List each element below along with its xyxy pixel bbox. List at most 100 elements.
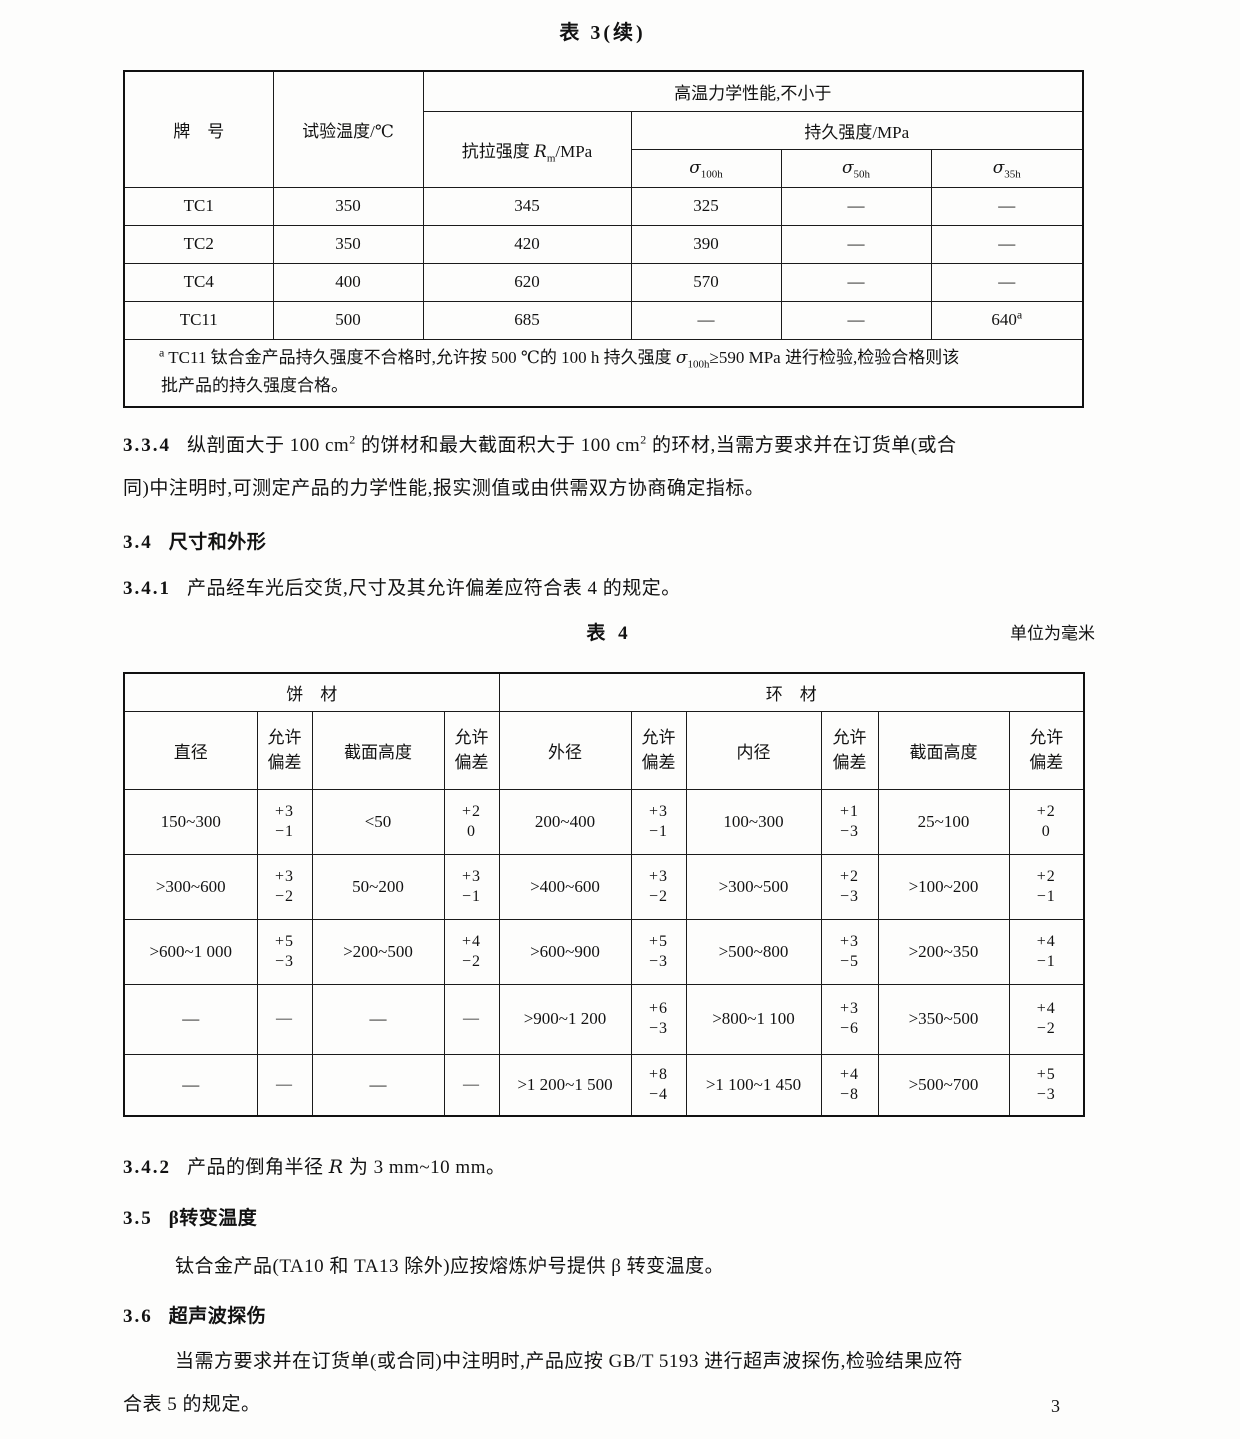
clause-number: 3.5	[123, 1208, 153, 1229]
table4-header-row: 直径 允许 偏差 截面高度 允许 偏差 外径 允许 偏差 内径 允许 偏差 截面…	[123, 710, 1085, 790]
section-3-4-1: 3.4.1 产品经车光后交货,尺寸及其允许偏差应符合表 4 的规定。	[123, 567, 1088, 610]
cell-tolerance: +2 −3	[820, 853, 879, 920]
t4-header-tolerance: 允许 偏差	[256, 710, 313, 790]
t3-header-tensile: 抗拉强度 Rm/MPa	[422, 110, 632, 188]
paragraph-line: 3.3.4 纵剖面大于 100 cm2 的饼材和最大截面积大于 100 cm2 的…	[123, 424, 1088, 467]
table4-group-header-row: 饼 材 环 材	[123, 672, 1085, 712]
cell-range: >500~800	[685, 918, 822, 985]
t3-header-sigma35h: σ35h	[930, 148, 1084, 188]
section-3-4-2: 3.4.2 产品的倒角半径 R 为 3 mm~10 mm。	[123, 1146, 1088, 1189]
cell-range: —	[311, 983, 445, 1055]
table4: 饼 材 环 材 直径 允许 偏差 截面高度 允许 偏差 外径 允许 偏差 内径 …	[123, 672, 1086, 1117]
cell-s50: —	[780, 300, 932, 340]
cell-tolerance: —	[443, 983, 500, 1055]
paragraph-line: 当需方要求并在订货单(或合同)中注明时,产品应按 GB/T 5193 进行超声波…	[175, 1351, 963, 1372]
t4-group-cake: 饼 材	[123, 672, 500, 712]
cell-grade: TC11	[123, 300, 274, 340]
cell-range: >1 200~1 500	[498, 1053, 632, 1117]
cell-tolerance: —	[443, 1053, 500, 1117]
section-3-5-body: 钛合金产品(TA10 和 TA13 除外)应按熔炼炉号提供 β 转变温度。	[175, 1256, 725, 1277]
cell-tolerance: +3 −1	[443, 853, 500, 920]
table4-row: >600~1 000 +5 −3 >200~500 +4 −2 >600~900…	[123, 918, 1085, 985]
sigma-sub: 100h	[687, 357, 710, 370]
t3-header-temp: 试验温度/℃	[272, 70, 424, 188]
cell-tolerance: +3 −2	[256, 853, 313, 920]
clause-number: 3.4.1	[123, 578, 171, 599]
table3-row: TC2 350 420 390 — —	[123, 224, 1084, 264]
cell-rm: 420	[422, 224, 632, 264]
t4-header-diameter: 直径	[123, 710, 258, 790]
cell-rm: 620	[422, 262, 632, 302]
cell-tolerance: +3 −1	[256, 788, 313, 855]
cell-range: 150~300	[123, 788, 258, 855]
footnote-text: TC11 钛合金产品持久强度不合格时,允许按 500 ℃的 100 h 持久强度	[164, 347, 676, 367]
t3-header-sigma100h: σ100h	[630, 148, 782, 188]
heading-text: 超声波探伤	[168, 1306, 267, 1327]
cell-tolerance: +5 −3	[630, 918, 687, 985]
cell-range: >200~350	[877, 918, 1010, 985]
cell-tolerance: +3 −5	[820, 918, 879, 985]
table3-footnote: a TC11 钛合金产品持久强度不合格时,允许按 500 ℃的 100 h 持久…	[123, 338, 1084, 407]
cell-range: >400~600	[498, 853, 632, 920]
paragraph-text: 产品经车光后交货,尺寸及其允许偏差应符合表 4 的规定。	[187, 578, 681, 599]
clause-number: 3.6	[123, 1306, 153, 1327]
footnote-marker: a	[1016, 307, 1023, 322]
heading-text: 尺寸和外形	[168, 532, 267, 553]
cell-range: >300~600	[123, 853, 258, 920]
table3-header-row-3: σ100h σ50h σ35h	[124, 148, 1084, 188]
cell-range: >500~700	[877, 1053, 1010, 1117]
cell-tolerance: —	[256, 983, 313, 1055]
cell-tolerance: +4 −1	[1008, 918, 1085, 985]
cell-range: >800~1 100	[685, 983, 822, 1055]
cell-range: >900~1 200	[498, 983, 632, 1055]
cell-s100: 570	[630, 262, 782, 302]
cell-range: 50~200	[311, 853, 445, 920]
table3-footnote-row: a TC11 钛合金产品持久强度不合格时,允许按 500 ℃的 100 h 持久…	[123, 338, 1084, 407]
page-number: 3	[1051, 1396, 1060, 1416]
cell-tolerance: +6 −3	[630, 983, 687, 1055]
section-3-6-body: 当需方要求并在订货单(或合同)中注明时,产品应按 GB/T 5193 进行超声波…	[123, 1340, 1088, 1426]
cell-range: >600~900	[498, 918, 632, 985]
cell-range: >350~500	[877, 983, 1010, 1055]
sigma-symbol: σ	[689, 158, 701, 178]
table4-row: — — — — >900~1 200 +6 −3 >800~1 100 +3 −…	[123, 983, 1085, 1055]
cell-s50: —	[780, 224, 932, 264]
cell-tolerance: +3 −6	[820, 983, 879, 1055]
sigma-symbol: σ	[992, 158, 1005, 178]
table4-unit-note: 单位为毫米	[1010, 624, 1095, 643]
t4-header-tolerance: 允许 偏差	[820, 710, 879, 790]
cell-temp: 350	[272, 224, 424, 264]
table3-row: TC4 400 620 570 — —	[123, 262, 1084, 302]
cell-grade: TC1	[123, 186, 274, 226]
t4-header-inner-diameter: 内径	[685, 710, 822, 790]
radius-symbol: R	[328, 1156, 344, 1178]
table4-title: 表 4	[586, 623, 632, 644]
t3-header-group: 高温力学性能,不小于	[422, 70, 1084, 112]
cell-range: >100~200	[877, 853, 1010, 920]
table3-row: TC11 500 685 — — 640a	[123, 300, 1084, 340]
superscript: 2	[349, 432, 356, 447]
t4-header-outer-diameter: 外径	[498, 710, 632, 790]
cell-temp: 500	[272, 300, 424, 340]
cell-s50: —	[780, 186, 932, 226]
footnote-line1: a TC11 钛合金产品持久强度不合格时,允许按 500 ℃的 100 h 持久…	[133, 344, 1074, 372]
section-3-5-heading: 3.5 β转变温度	[123, 1197, 1088, 1240]
t4-header-section-height: 截面高度	[311, 710, 445, 790]
tensile-sub: m	[546, 151, 556, 164]
cell-s50: —	[780, 262, 932, 302]
cell-range: >300~500	[685, 853, 822, 920]
cell-range: 100~300	[685, 788, 822, 855]
table3: 牌 号 试验温度/℃ 高温力学性能,不小于 抗拉强度 Rm/MPa 持久强度/M…	[123, 70, 1084, 408]
sigma-symbol: σ	[675, 347, 688, 368]
table3-header-row-2: 抗拉强度 Rm/MPa 持久强度/MPa	[124, 110, 1084, 188]
paragraph-text: 的环材,当需方要求并在订货单(或合	[646, 435, 957, 456]
cell-grade: TC4	[123, 262, 274, 302]
table4-row: 150~300 +3 −1 <50 +2 0 200~400 +3 −1 100…	[123, 788, 1085, 855]
footnote-line2: 批产品的持久强度合格。	[161, 375, 348, 395]
cell-range: <50	[311, 788, 445, 855]
heading-text: β转变温度	[168, 1208, 258, 1229]
t3-header-endurance: 持久强度/MPa	[630, 110, 1084, 150]
cell-s100: 325	[630, 186, 782, 226]
cell-grade: TC2	[123, 224, 274, 264]
cell-s35: —	[930, 186, 1084, 226]
